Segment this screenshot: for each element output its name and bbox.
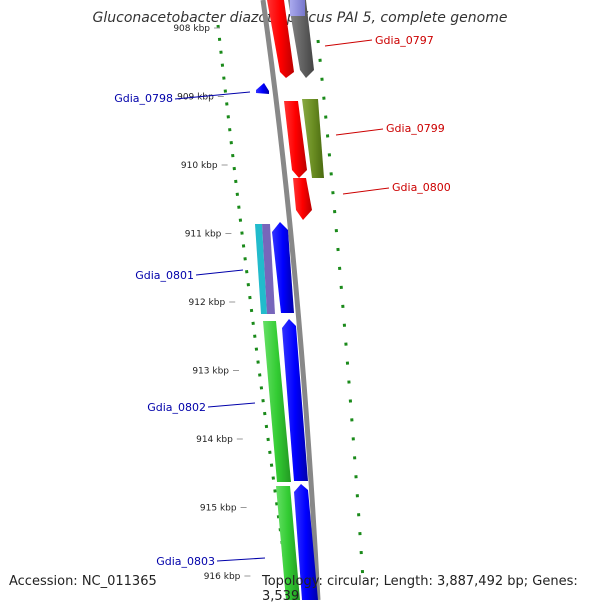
gc-skew-outer-track	[316, 39, 365, 581]
tick-label: 915 kbp	[200, 504, 237, 514]
gene-gdia-0801-feature[interactable]	[272, 222, 294, 313]
gene-label-gdia-0803[interactable]: Gdia_0803	[156, 555, 215, 568]
gene-gdia-0802-feature[interactable]	[282, 319, 308, 481]
tick-label: 911 kbp	[185, 230, 222, 240]
gene-gdia-0800-leader	[342, 187, 390, 195]
gene-label-gdia-0798[interactable]: Gdia_0798	[114, 92, 173, 105]
gene-gdia-0802-green-feature[interactable]	[263, 321, 291, 482]
gene-gdia-0798-feature[interactable]	[256, 83, 269, 94]
gene-label-gdia-0799[interactable]: Gdia_0799	[386, 122, 445, 135]
tick-label: 914 kbp	[196, 435, 233, 445]
tick-label: 912 kbp	[189, 298, 226, 308]
accession-label: Accession: NC_011365	[9, 574, 157, 589]
gene-label-gdia-0797[interactable]: Gdia_0797	[375, 34, 434, 47]
gene-gdia-0799-partner-feature[interactable]	[302, 99, 324, 178]
gene-gdia-0797-lavender-feature[interactable]	[290, 0, 305, 16]
gc-content-inner-track	[216, 24, 292, 600]
gene-gdia-0803-green-feature[interactable]	[276, 486, 300, 600]
gene-gdia-0803-leader	[216, 557, 266, 562]
gene-gdia-0801-purple-feature[interactable]	[262, 224, 275, 314]
gene-label-gdia-0801[interactable]: Gdia_0801	[135, 269, 194, 282]
gene-gdia-0803-feature[interactable]	[294, 484, 318, 600]
tick-label: 916 kbp	[204, 572, 241, 582]
tick-label: 908 kbp	[173, 24, 210, 34]
genome-backbone	[260, 0, 321, 600]
gene-gdia-0798-leader	[174, 91, 251, 100]
gene-gdia-0802-leader	[207, 402, 256, 408]
tick-label: 910 kbp	[181, 161, 218, 171]
gene-gdia-0801-leader	[195, 269, 244, 276]
gene-gdia-0801-cyan-feature[interactable]	[255, 224, 267, 314]
gene-label-gdia-0802[interactable]: Gdia_0802	[147, 401, 206, 414]
gene-gdia-0800-feature[interactable]	[293, 178, 312, 220]
tick-label: 913 kbp	[192, 367, 229, 377]
gene-gdia-0797-partner-feature[interactable]	[288, 0, 314, 78]
gene-gdia-0799-leader	[335, 128, 384, 136]
gene-gdia-0799-feature[interactable]	[284, 101, 307, 178]
gene-gdia-0797-leader	[324, 39, 373, 47]
gene-label-gdia-0800[interactable]: Gdia_0800	[392, 181, 451, 194]
gene-gdia-0797-feature[interactable]	[267, 0, 294, 78]
